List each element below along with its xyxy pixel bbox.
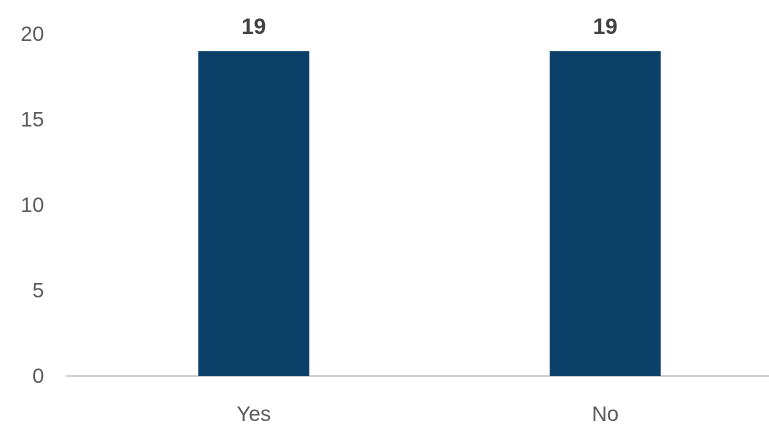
data-labels-group: 19 19 <box>242 14 618 39</box>
data-label-no: 19 <box>593 14 617 39</box>
category-label-yes: Yes <box>237 403 271 426</box>
y-tick-label: 20 <box>21 23 44 46</box>
y-tick-label: 10 <box>21 194 44 217</box>
bar-no <box>549 51 661 376</box>
bars-group <box>198 51 661 376</box>
data-label-yes: 19 <box>242 14 266 39</box>
bar-yes <box>198 51 310 376</box>
y-axis-ticks: 0 5 10 15 20 <box>21 23 44 388</box>
category-labels-group: Yes No <box>237 403 619 426</box>
y-tick-label: 5 <box>32 280 44 303</box>
y-tick-label: 0 <box>32 365 44 388</box>
category-label-no: No <box>592 403 619 426</box>
y-tick-label: 15 <box>21 109 44 132</box>
